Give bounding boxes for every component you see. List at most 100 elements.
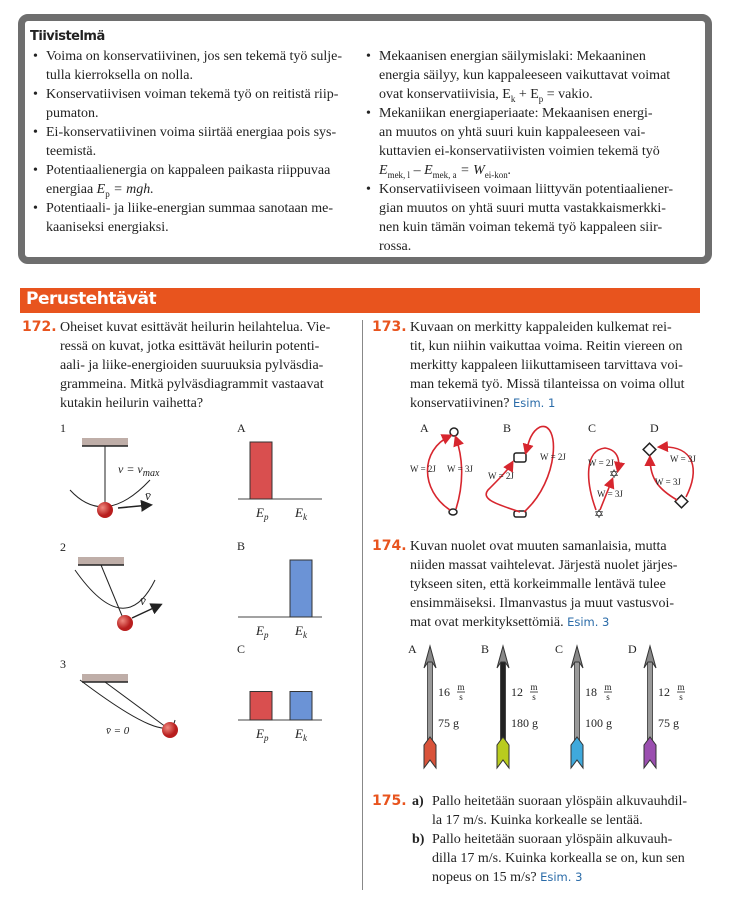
bar-ep xyxy=(249,691,273,721)
text-line: Pallo heitetään suoraan ylöspäin alkuvau… xyxy=(432,832,673,847)
arrow-head xyxy=(496,644,510,669)
text-segment: p xyxy=(538,93,544,104)
text-line: tulla kierroksella on nolla. xyxy=(46,68,193,83)
summary-bullet: Konservatiivisen voiman tekemä työ on re… xyxy=(33,85,338,104)
velocity-label: v̄ xyxy=(140,593,146,608)
text-line: Oheiset kuvat esittävät heilurin heilaht… xyxy=(60,320,331,335)
star-end-shape: ✡ xyxy=(609,467,619,481)
subscript: k xyxy=(303,630,308,640)
text-line: Emek, l – Emek, a = Wei-kon. xyxy=(379,161,511,180)
path-arrow xyxy=(656,440,694,498)
example-link[interactable]: Esim. 1 xyxy=(513,396,556,410)
text-segment: ei-kon xyxy=(484,169,508,180)
text-segment: E xyxy=(379,163,388,178)
box-end-shape xyxy=(513,452,527,463)
summary-bullet: Potentiaali- ja liike-energian summaa sa… xyxy=(33,199,333,218)
pendulum-string xyxy=(104,681,171,731)
path-arrow xyxy=(599,477,615,511)
example-link[interactable]: Esim. 3 xyxy=(567,615,610,629)
ceiling-mount xyxy=(82,674,128,682)
text-segment: mek, l xyxy=(387,169,411,180)
subscript: p xyxy=(263,512,269,522)
text-line: ressä on kuvat, jotka esittävät heilurin… xyxy=(60,339,320,354)
arrow-label: B xyxy=(481,642,489,656)
bar-ek xyxy=(289,559,313,618)
text-line: energia säilyy, kun kappaleeseen vaikutt… xyxy=(379,68,671,83)
path-arrow xyxy=(426,434,453,511)
subscript: k xyxy=(303,733,308,743)
box-start-shape xyxy=(513,510,527,518)
summary-bullet: Mekaanisen energian säilymislaki: Mekaan… xyxy=(366,47,646,66)
text-line: ensimmäiseksi. Ilmanvastus ja muut vastu… xyxy=(410,596,675,611)
unit-denominator: s xyxy=(606,692,610,702)
text-line: konservatiivinen? Esim. 1 xyxy=(410,396,556,411)
ek-label: Ek xyxy=(294,726,308,743)
path-arrow xyxy=(644,454,678,501)
path-label: B xyxy=(503,421,511,435)
arrow-label: C xyxy=(555,642,563,656)
text-segment: = mgh. xyxy=(109,182,154,197)
swing-arc xyxy=(69,479,151,508)
text-segment: = vakio. xyxy=(543,87,593,102)
work-label: W = 3J xyxy=(597,489,623,499)
subscript: p xyxy=(263,630,269,640)
unit-numerator: m xyxy=(677,682,684,692)
velocity-label: v̄ xyxy=(145,488,151,503)
unit-numerator: m xyxy=(604,682,611,692)
text-line: energiaa Ep = mgh. xyxy=(46,182,154,199)
arrow-mass: 100 g xyxy=(585,716,612,730)
text-line: nopeus on 15 m/s? Esim. 3 xyxy=(432,870,583,885)
ek-label: Ek xyxy=(294,505,308,522)
unit-denominator: s xyxy=(679,692,683,702)
path-label: D xyxy=(650,421,659,435)
summary-bullet: Ei-konservatiivinen voima siirtää energi… xyxy=(33,123,336,142)
arrow-label: D xyxy=(628,642,637,656)
velocity-note: v = vmax xyxy=(118,462,160,479)
text-segment: + E xyxy=(515,87,539,102)
text-segment: ovat konservatiivisia, E xyxy=(379,87,511,102)
arrow-head xyxy=(643,644,657,669)
text-segment: k xyxy=(510,93,516,104)
task-number: 174. xyxy=(372,538,407,554)
pendulum-ball xyxy=(97,502,113,518)
arrow-head xyxy=(423,644,437,669)
path-arrow xyxy=(587,447,626,511)
path-arrow xyxy=(485,460,521,513)
bar-ep xyxy=(249,441,273,500)
figure-label: 2 xyxy=(60,540,66,554)
circle-end-shape xyxy=(449,427,459,437)
subscript: k xyxy=(303,512,308,522)
pendulum-ball xyxy=(162,722,178,738)
pendulum-ball xyxy=(117,615,133,631)
ep-label: Ep xyxy=(255,726,269,743)
text-line: dilla 17 m/s. Kuinka korkealla se on, ku… xyxy=(432,851,685,866)
text-line: nen kuin tämän voiman tekemä työ kappale… xyxy=(379,220,663,235)
swing-arc xyxy=(74,569,156,609)
text-segment: . xyxy=(507,163,512,178)
text-line: man tekemä työ. Missä tilanteissa on voi… xyxy=(410,377,685,392)
example-link[interactable]: Esim. 3 xyxy=(540,870,583,884)
arrow-head xyxy=(570,644,584,669)
chart-label: B xyxy=(237,539,245,553)
column-divider xyxy=(362,320,363,890)
subscript: max xyxy=(143,468,160,479)
text-line: tit, kun niihin vaikuttaa voima. Reitin … xyxy=(410,339,683,354)
diamond-end-shape xyxy=(642,442,657,457)
subscript: p xyxy=(263,733,269,743)
work-label: W = 2J xyxy=(488,471,514,481)
work-label: W = 3J xyxy=(447,464,473,474)
ep-label: Ep xyxy=(255,623,269,640)
work-label: W = 3J xyxy=(655,477,681,487)
text-line: kuttavien ei-konservatiivisten voimien t… xyxy=(379,144,660,159)
text-line: gian muutos on yhtä suuri mutta vastakka… xyxy=(379,201,666,216)
velocity-note: v̄ = 0 xyxy=(106,725,130,737)
arrow-fletching xyxy=(570,736,584,770)
arrow-label: A xyxy=(408,642,417,656)
unit-denominator: s xyxy=(459,692,463,702)
arrow-speed: 16 xyxy=(438,685,450,699)
text-line: rossa. xyxy=(379,239,412,254)
work-label: W = 2J xyxy=(410,464,436,474)
text-segment: E xyxy=(96,182,106,197)
text-line: grammeina. Mitkä pylväsdiagrammit vastaa… xyxy=(60,377,324,392)
